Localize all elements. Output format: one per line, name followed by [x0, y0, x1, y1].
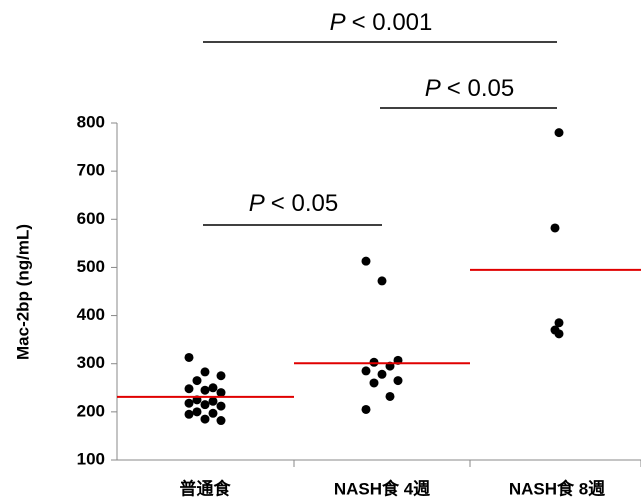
data-point	[200, 400, 210, 410]
data-point	[361, 404, 371, 414]
p-text: < 0.05	[447, 75, 514, 102]
data-point	[192, 376, 202, 386]
y-axis-label: Mac-2bp (ng/mL)	[13, 224, 32, 360]
y-tick-label: 500	[77, 257, 105, 276]
y-tick-label: 400	[77, 305, 105, 324]
data-point	[216, 388, 226, 398]
p-text: < 0.05	[271, 190, 338, 217]
data-point	[393, 376, 403, 386]
x-tick-label: 普通食	[180, 478, 232, 498]
significance-label: P < 0.05	[249, 190, 338, 217]
data-point	[184, 384, 194, 394]
significance-label: P < 0.001	[330, 9, 433, 36]
p-text: < 0.001	[352, 9, 433, 36]
p-symbol: P	[425, 75, 441, 102]
x-tick-label: NASH食 8週	[509, 478, 605, 498]
data-point	[208, 408, 218, 418]
data-point	[200, 414, 210, 424]
y-tick-label: 800	[77, 112, 105, 131]
data-point	[192, 407, 202, 417]
p-symbol: P	[330, 9, 346, 36]
data-point	[216, 371, 226, 381]
y-tick-label: 200	[77, 401, 105, 420]
data-point	[554, 318, 564, 328]
data-point	[200, 367, 210, 377]
data-point	[369, 378, 379, 388]
data-point	[554, 128, 564, 138]
data-point	[208, 383, 218, 393]
y-tick-label: 600	[77, 209, 105, 228]
data-point	[200, 385, 210, 395]
y-tick-label: 300	[77, 353, 105, 372]
significance-label: P < 0.05	[425, 75, 514, 102]
data-point	[550, 223, 560, 233]
data-point	[361, 256, 371, 266]
data-point	[184, 409, 194, 419]
y-tick-label: 700	[77, 161, 105, 180]
data-point	[377, 276, 387, 286]
data-point	[377, 369, 387, 379]
data-point	[184, 352, 194, 362]
data-point	[361, 366, 371, 376]
data-point	[184, 398, 194, 408]
data-point	[385, 391, 395, 401]
y-tick-label: 100	[77, 449, 105, 468]
p-symbol: P	[249, 190, 265, 217]
data-point	[208, 396, 218, 406]
data-point	[216, 401, 226, 411]
data-point	[216, 416, 226, 426]
data-point	[554, 329, 564, 339]
x-tick-label: NASH食 4週	[334, 478, 430, 498]
